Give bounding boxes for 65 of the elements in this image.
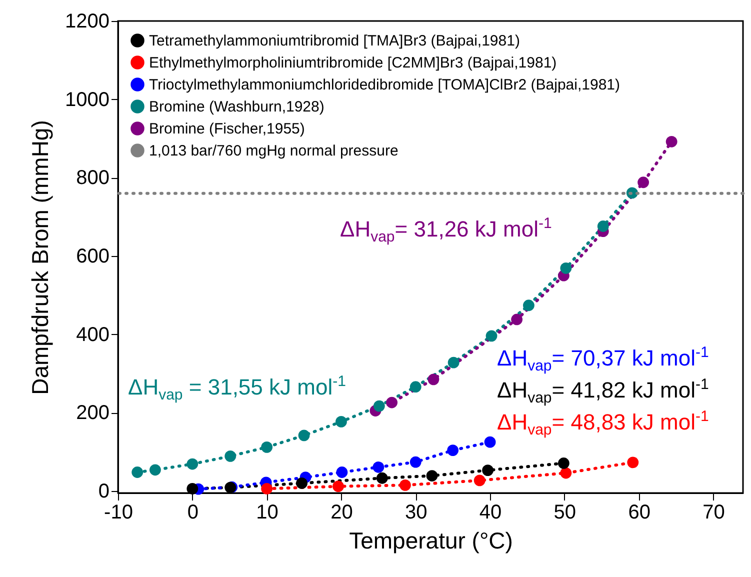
point	[447, 444, 459, 456]
point	[386, 396, 398, 408]
y-tick-label: 200	[76, 402, 110, 424]
x-tick-label: 20	[330, 502, 353, 524]
point	[558, 458, 570, 469]
annotation: ΔH$_{vap}$= 41,82 kJ mol$^{-1}$	[497, 376, 709, 407]
annotation: ΔH$_{vap}$= 70,37 kJ mol$^{-1}$	[497, 344, 709, 375]
x-tick-label: 0	[187, 502, 198, 524]
legend-label: Bromine (Washburn,1928)	[149, 98, 324, 116]
x-tick-label: -10	[104, 502, 133, 524]
point	[560, 467, 572, 479]
y-tick-label: 400	[76, 324, 110, 346]
y-tick-label: 1000	[65, 88, 110, 111]
y-tick-label: 800	[76, 167, 110, 190]
legend-label: Tetramethylammoniumtribromid [TMA]Br3 (Bajpai,1981)	[149, 32, 520, 50]
x-tick-label: 10	[256, 502, 278, 524]
x-axis-title: Temperatur (°C)	[349, 528, 513, 554]
point	[484, 436, 496, 448]
y-tick-label: 600	[76, 246, 110, 268]
annotation: ΔH$_{vap}$= 31,26 kJ mol$^{-1}$	[340, 215, 552, 246]
x-tick-label: 30	[404, 502, 428, 524]
point	[523, 300, 534, 312]
point	[511, 314, 523, 326]
point	[426, 470, 438, 482]
x-tick-label: 70	[702, 502, 725, 524]
annotation: ΔH$_{vap}$= 48,83 kJ mol$^{-1}$	[497, 408, 709, 439]
x-tick-label: 40	[479, 502, 502, 524]
legend-label: Trioctylmethylammoniumchloridedibromide [TOMA]ClBr2 (Bajpai,1981)	[149, 76, 620, 94]
point	[376, 472, 388, 484]
point	[373, 400, 385, 412]
point	[296, 478, 308, 489]
point	[410, 381, 422, 393]
y-tick-label: 1200	[65, 10, 110, 32]
point	[486, 330, 498, 342]
y-axis-title: Dampfdruck Brom (mmHg)	[27, 120, 54, 395]
point	[298, 430, 310, 442]
point	[372, 461, 384, 473]
point	[261, 441, 273, 453]
point	[224, 450, 236, 462]
point	[482, 464, 494, 476]
point	[428, 374, 440, 386]
point	[261, 483, 273, 494]
point	[400, 479, 411, 491]
point	[132, 466, 144, 478]
point	[336, 416, 347, 428]
annotation: ΔH$_{vap}$ = 31,55 kJ mol$^{-1}$	[128, 373, 346, 404]
point	[336, 466, 348, 478]
legend-label: Ethylmethylmorpholiniumtribromide [C2MM]Br3 (Bajpai,1981)	[149, 54, 557, 72]
point	[186, 458, 198, 470]
legend-label: Bromine (Fischer,1955)	[149, 120, 305, 138]
point	[666, 136, 678, 148]
y-tick-label: 0	[98, 480, 110, 503]
point	[474, 474, 486, 486]
point	[410, 456, 422, 468]
point	[638, 176, 649, 188]
point	[448, 356, 460, 368]
legend-label: 1,013 bar/760 mgHg normal pressure	[149, 142, 398, 160]
x-tick-label: 60	[628, 502, 650, 524]
x-tick-label: 50	[554, 502, 576, 524]
point	[627, 456, 639, 468]
point	[186, 483, 198, 494]
point	[560, 262, 572, 274]
point	[332, 480, 344, 492]
point	[150, 464, 161, 476]
point	[597, 220, 609, 232]
